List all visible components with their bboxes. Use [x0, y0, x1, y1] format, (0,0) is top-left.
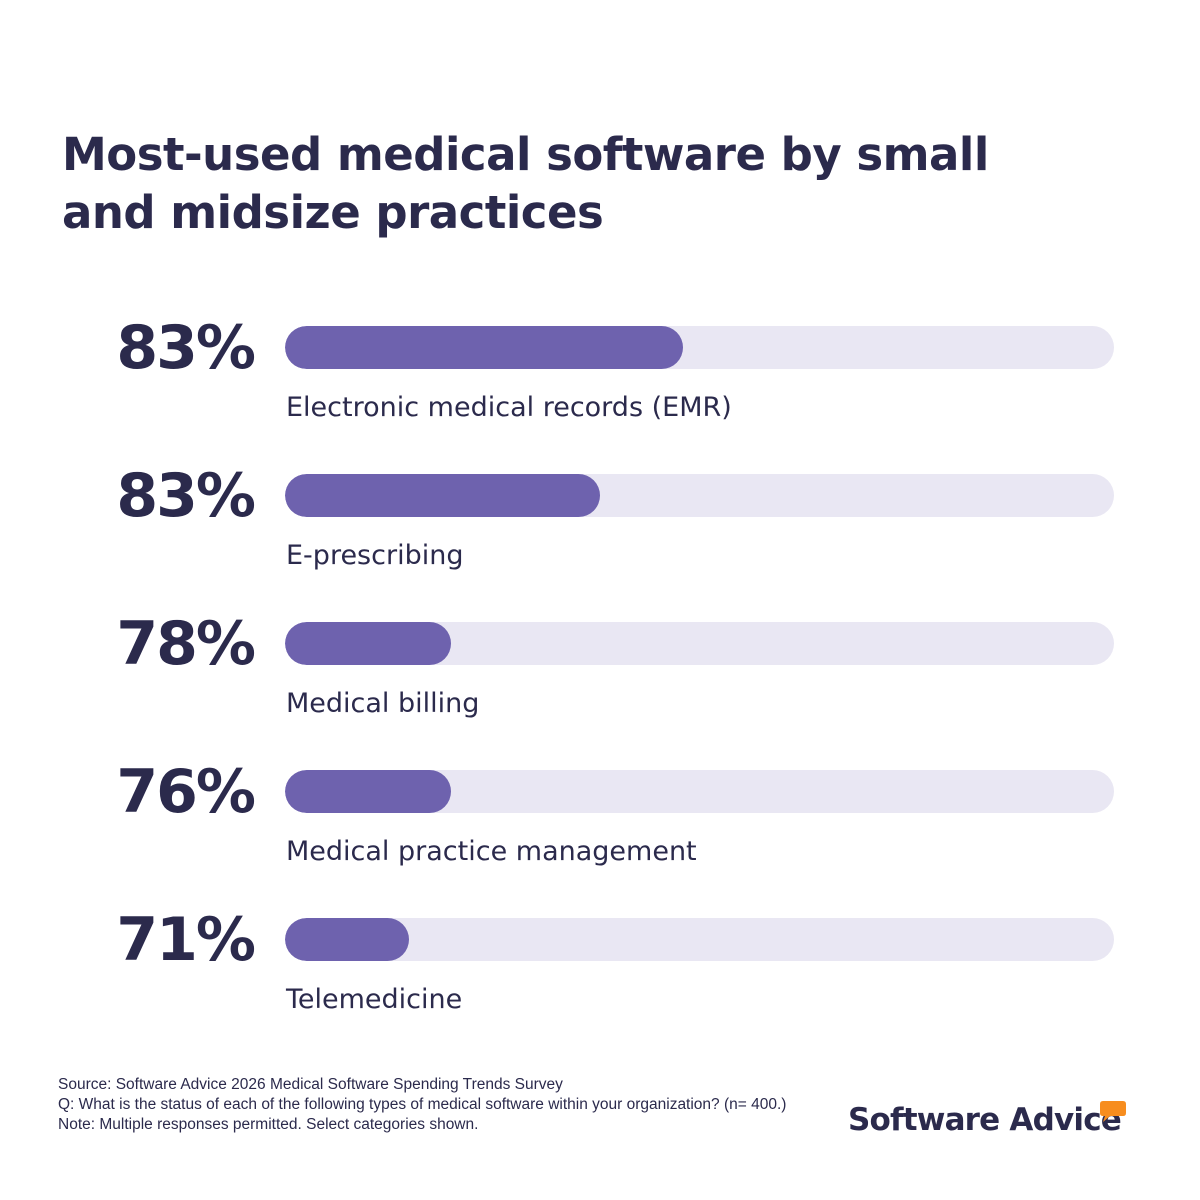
bar	[285, 474, 600, 517]
software-advice-logo: Software Advice	[848, 1098, 1138, 1142]
bar-track	[285, 622, 1114, 665]
speech-bubble-icon	[1100, 1101, 1126, 1122]
question-note: Q: What is the status of each of the fol…	[58, 1096, 787, 1133]
bar-track	[285, 918, 1114, 961]
logo-text: Software Advice	[848, 1102, 1122, 1138]
value-label: 83%	[116, 461, 256, 531]
bar-row: 71% Telemedicine	[0, 905, 1200, 1028]
value-label: 76%	[116, 757, 256, 827]
bar	[285, 622, 451, 665]
bar-row: 76% Medical practice management	[0, 757, 1200, 880]
value-label: 71%	[116, 905, 256, 975]
bar-track	[285, 326, 1114, 369]
footnote: Source: Software Advice 2026 Medical Sof…	[58, 1075, 818, 1135]
source-note: Source: Software Advice 2026 Medical Sof…	[58, 1076, 563, 1093]
value-label: 83%	[116, 313, 256, 383]
category-label: Medical practice management	[286, 836, 697, 867]
bar-row: 83% Electronic medical records (EMR)	[0, 313, 1200, 436]
bar-track	[285, 770, 1114, 813]
chart-title: Most-used medical software by small and …	[62, 128, 989, 239]
bar	[285, 918, 409, 961]
bar	[285, 770, 451, 813]
bar-track	[285, 474, 1114, 517]
category-label: Telemedicine	[286, 984, 463, 1015]
bar	[285, 326, 683, 369]
bar-row: 78% Medical billing	[0, 609, 1200, 732]
bar-row: 83% E-prescribing	[0, 461, 1200, 584]
value-label: 78%	[116, 609, 256, 679]
category-label: E-prescribing	[286, 540, 464, 571]
category-label: Medical billing	[286, 688, 480, 719]
category-label: Electronic medical records (EMR)	[286, 392, 732, 423]
